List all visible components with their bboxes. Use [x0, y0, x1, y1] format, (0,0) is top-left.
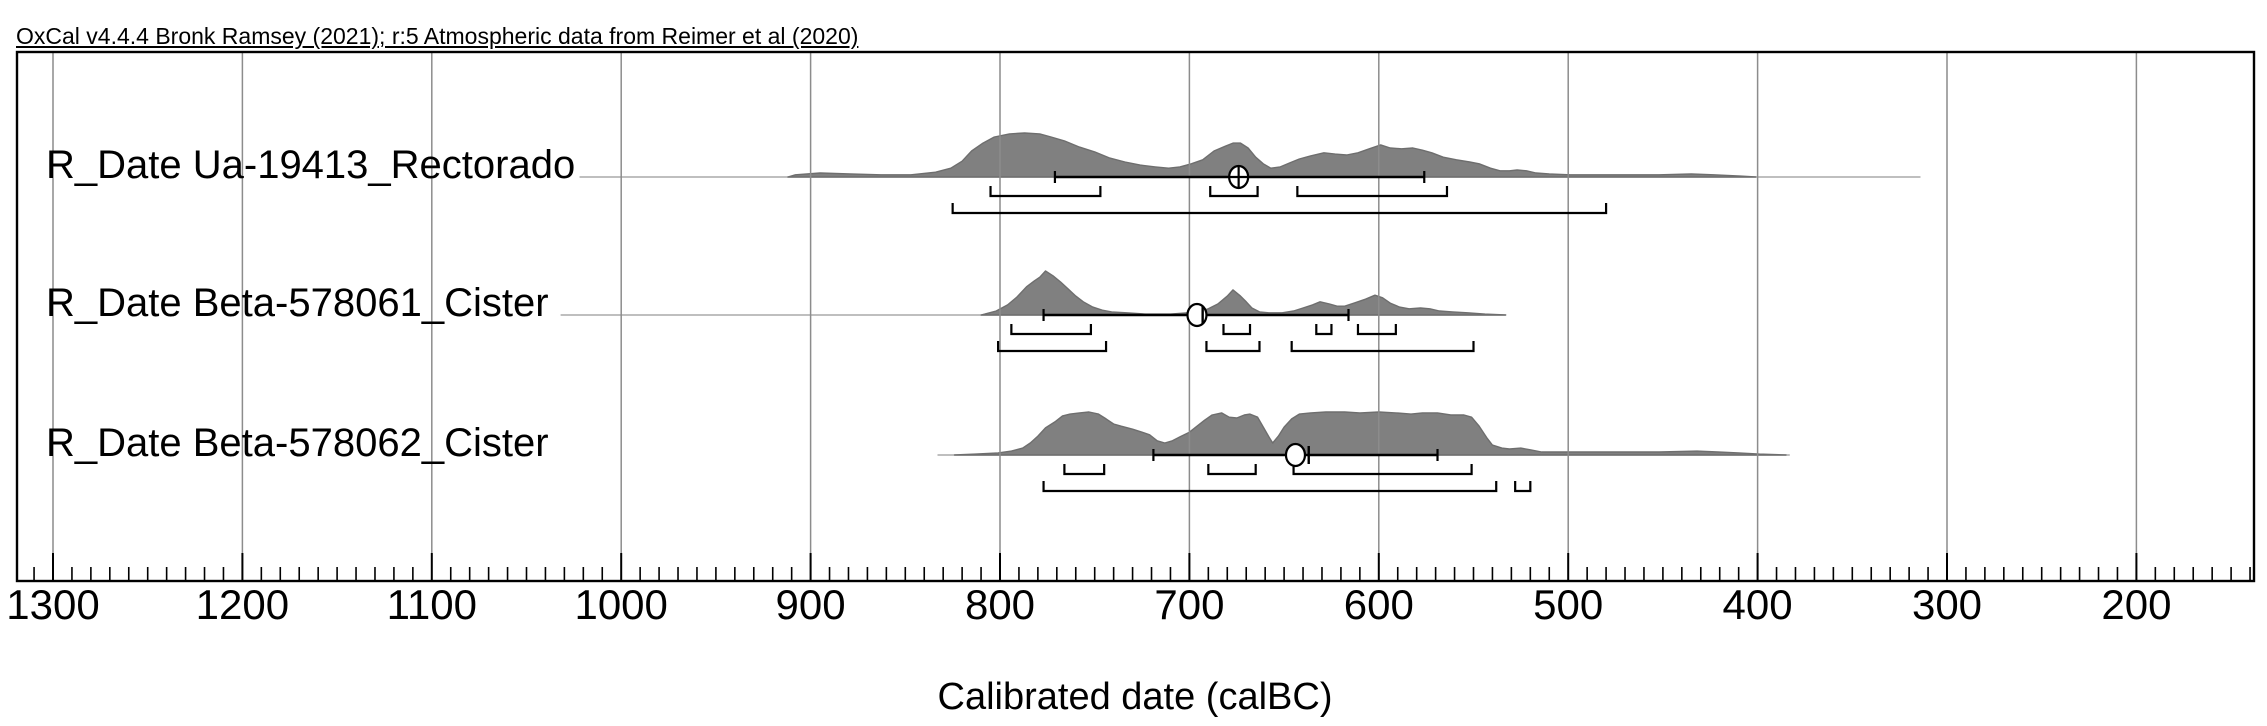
pdf-curve: [787, 132, 1757, 178]
range-95-bracket: [1205, 341, 1261, 353]
pdf-curve: [953, 411, 1787, 456]
x-tick-label: 600: [1343, 581, 1414, 628]
range-68-bracket: [1356, 324, 1397, 336]
plot-frame: [15, 50, 2256, 583]
x-tick-label: 200: [2101, 581, 2172, 628]
range-95-bracket: [951, 203, 1608, 215]
distribution-label-beta-578061-cister: R_Date Beta-578061_Cister: [46, 281, 549, 325]
range-95-bracket: [1290, 341, 1475, 353]
distribution-label-ua-19413-rectorado: R_Date Ua-19413_Rectorado: [46, 143, 576, 187]
range-95-bracket: [1042, 481, 1498, 493]
range-68-bracket: [1207, 464, 1257, 476]
mean-circle-marker: [1284, 442, 1307, 468]
x-tick-label: 1300: [6, 581, 100, 628]
range-95-bracket: [1514, 481, 1532, 493]
range-68-bracket: [1222, 324, 1252, 336]
x-tick-label: 500: [1533, 581, 1604, 628]
range-68-bracket: [1063, 464, 1106, 476]
x-axis-title: Calibrated date (calBC): [937, 676, 1333, 718]
x-tick-label: 700: [1154, 581, 1225, 628]
distribution-label-beta-578062-cister: R_Date Beta-578062_Cister: [46, 421, 549, 465]
x-tick-label: 1100: [386, 581, 477, 628]
x-tick-label: 900: [775, 581, 846, 628]
range-68-bracket: [1292, 464, 1473, 476]
x-tick-label: 800: [964, 581, 1036, 628]
x-tick-label: 400: [1722, 581, 1793, 628]
range-95-bracket: [997, 341, 1108, 353]
x-tick-label: 1000: [574, 581, 668, 628]
plot-title: OxCal v4.4.4 Bronk Ramsey (2021); r:5 At…: [16, 23, 859, 49]
range-68-bracket: [1010, 324, 1093, 336]
x-tick-label: 1200: [195, 581, 290, 628]
range-68-bracket: [1315, 324, 1333, 336]
x-tick-label: 300: [1911, 581, 1983, 628]
pdf-curve: [980, 270, 1507, 316]
range-68-bracket: [1296, 186, 1449, 198]
range-68-bracket: [989, 186, 1102, 198]
range-68-bracket: [1209, 186, 1259, 198]
